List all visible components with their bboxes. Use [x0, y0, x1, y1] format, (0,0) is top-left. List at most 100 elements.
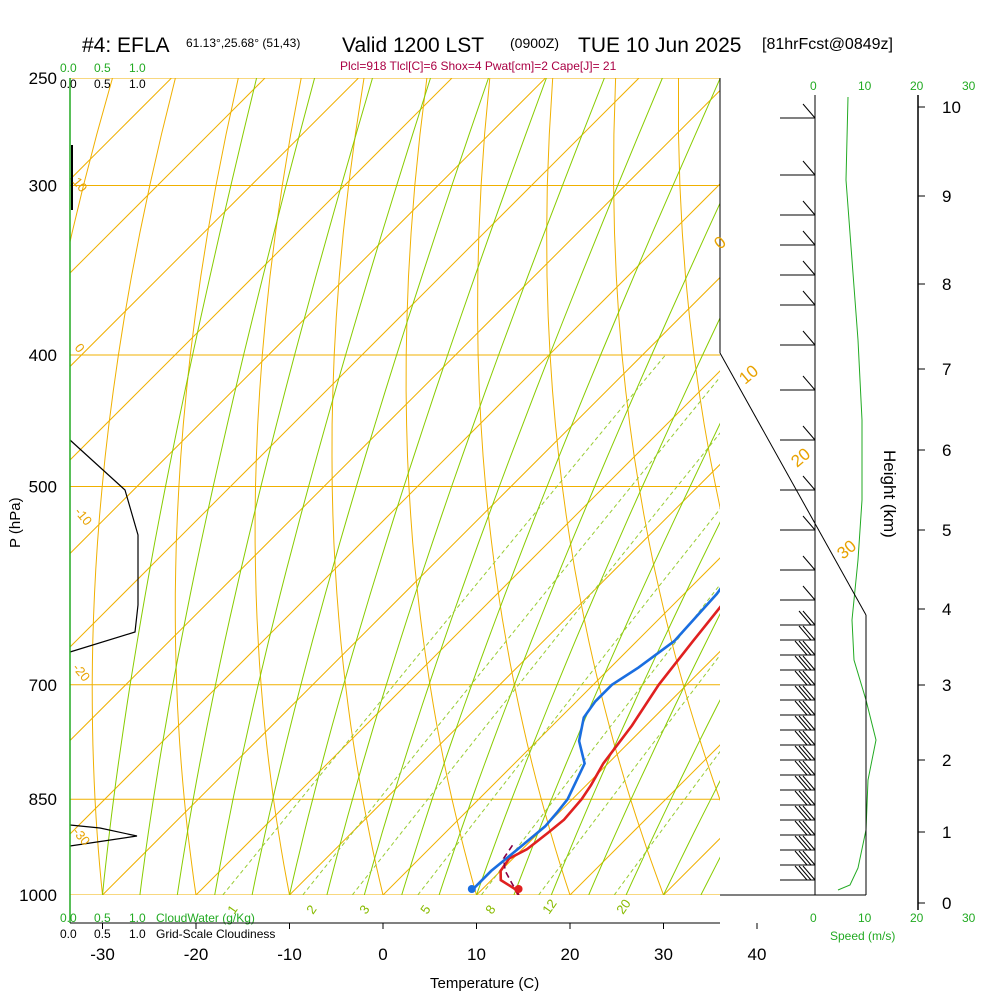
wind-barb: [780, 805, 816, 821]
isotherm-label: 20: [787, 444, 814, 471]
pressure-label: 300: [29, 176, 57, 195]
cloudwater-tick: 0.5: [94, 911, 111, 925]
cloudiness-tick: 0.0: [60, 927, 77, 941]
wind-barb-flag: [798, 790, 812, 806]
isotherm-line: [289, 463, 720, 895]
wind-barb: [780, 290, 816, 306]
wind-barb-flag: [798, 625, 812, 641]
wind-barb-flag: [798, 670, 812, 686]
mixing-ratio-label: 20: [613, 896, 634, 916]
wind-barb-flag: [798, 775, 812, 791]
moist-adiabat: [438, 202, 720, 895]
wind-barb-flag: [802, 730, 816, 746]
x-tick-label: 40: [748, 945, 767, 964]
wind-barb: [780, 670, 816, 686]
mixing-ratio-line: [417, 508, 720, 895]
zulu-time: (0900Z): [510, 35, 559, 51]
wind-barb-flag: [794, 805, 808, 821]
pressure-label: 700: [29, 676, 57, 695]
wind-barb-flag: [794, 670, 808, 686]
mixing-ratio-line: [222, 354, 666, 895]
x-tick-label: -20: [184, 945, 209, 964]
parcel-line: [502, 844, 520, 895]
dry-adiabat: [91, 78, 176, 895]
cloudwater-tick: 1.0: [129, 911, 146, 925]
wind-barb-flag: [798, 610, 812, 626]
cloudiness-tick: 0.5: [94, 77, 111, 91]
height-tick-label: 4: [942, 600, 951, 619]
height-tick-label: 1: [942, 823, 951, 842]
isotherm-line: [476, 650, 720, 895]
wind-barb-flag: [798, 655, 812, 671]
speed-label: Speed (m/s): [830, 929, 895, 943]
surface-dewpoint-dot: [467, 885, 476, 893]
wind-barb-flag: [802, 775, 816, 791]
speed-tick: 0: [810, 79, 817, 93]
isotherm-line: [70, 78, 640, 648]
wind-barb: [780, 160, 816, 176]
wind-barb-flag: [798, 865, 812, 881]
isotherm-line: [851, 78, 1000, 895]
cloudiness-profile: [69, 439, 139, 653]
adiabat-label: -30: [70, 824, 94, 848]
wind-barb: [780, 835, 816, 851]
wind-barb: [780, 515, 816, 531]
height-axis-label: Height (km): [880, 450, 899, 538]
wind-speed-profile: [837, 96, 877, 891]
station-coords: 61.13°,25.68° (51,43): [186, 36, 300, 50]
isotherm-label: 10: [735, 361, 762, 388]
wind-barb: [780, 775, 816, 791]
isotherm-label: 0: [710, 232, 729, 253]
wind-barb-flag: [802, 555, 816, 571]
wind-barb-flag: [794, 850, 808, 866]
wind-barb-flag: [794, 745, 808, 761]
moist-adiabat: [476, 316, 720, 895]
wind-barb: [780, 715, 816, 731]
wind-barb-flag: [802, 515, 816, 531]
wind-barb-flag: [794, 835, 808, 851]
wind-barb-flag: [802, 290, 816, 306]
x-tick-label: -10: [277, 945, 302, 964]
dry-adiabat: [174, 78, 239, 895]
speed-tick: 0: [810, 911, 817, 925]
wind-barb-flag: [798, 835, 812, 851]
mixing-ratio-label: 2: [303, 902, 319, 917]
speed-tick: 30: [962, 79, 976, 93]
isotherm-line: [70, 183, 720, 835]
height-tick-label: 7: [942, 360, 951, 379]
cloudwater-label: CloudWater (g/Kg): [156, 911, 255, 925]
height-tick-label: 2: [942, 751, 951, 770]
speed-tick: 20: [910, 79, 924, 93]
wind-barb: [780, 625, 816, 641]
adiabat-label: -10: [72, 504, 96, 528]
dry-adiabat: [613, 78, 720, 802]
valid-time: Valid 1200 LST: [342, 34, 484, 57]
pressure-label: 400: [29, 346, 57, 365]
wind-barb-flag: [798, 805, 812, 821]
moist-adiabat: [588, 613, 720, 895]
pressure-label: 1000: [19, 886, 57, 905]
wind-barb-flag: [802, 640, 816, 656]
cloudiness-tick: 1.0: [129, 77, 146, 91]
dry-adiabat: [741, 78, 944, 895]
cloudiness-profile: [69, 824, 138, 847]
wind-barb: [780, 760, 816, 776]
wind-barb: [780, 790, 816, 806]
moist-adiabat: [663, 779, 720, 895]
dry-adiabat: [993, 78, 1000, 895]
wind-barb-flag: [802, 790, 816, 806]
wind-barb: [780, 585, 816, 601]
wind-barb-flag: [794, 820, 808, 836]
isotherm-line: [70, 89, 720, 742]
moist-adiabat: [251, 78, 489, 895]
wind-barb: [780, 865, 816, 881]
wind-barb-flag: [794, 790, 808, 806]
height-tick-label: 5: [942, 521, 951, 540]
speed-tick: 30: [962, 911, 976, 925]
mixing-ratio-label: 3: [356, 902, 372, 917]
wind-barb: [780, 555, 816, 571]
wind-barb-flag: [798, 715, 812, 731]
wind-barb-flag: [802, 655, 816, 671]
adiabat-label: -20: [70, 660, 94, 684]
wind-barb-flag: [802, 610, 816, 626]
